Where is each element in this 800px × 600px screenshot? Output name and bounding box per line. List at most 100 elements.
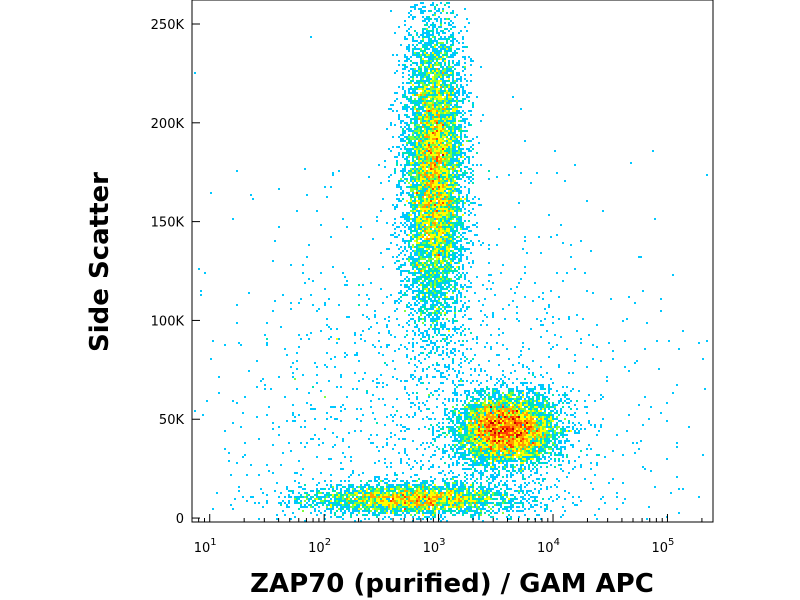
- data-point: [454, 184, 456, 186]
- data-point: [446, 226, 448, 228]
- data-point: [416, 240, 418, 242]
- data-point: [510, 426, 512, 428]
- data-point: [432, 172, 434, 174]
- data-point: [408, 286, 410, 288]
- data-point: [426, 334, 428, 336]
- data-point: [512, 434, 514, 436]
- data-point: [498, 402, 500, 404]
- data-point: [412, 114, 414, 116]
- data-point: [406, 160, 408, 162]
- data-point: [484, 430, 486, 432]
- data-point: [444, 366, 446, 368]
- data-point: [408, 242, 410, 244]
- data-point: [492, 448, 494, 450]
- data-point: [486, 412, 488, 414]
- data-point: [462, 144, 464, 146]
- data-point: [540, 442, 542, 444]
- data-point: [416, 64, 418, 66]
- data-point: [438, 90, 440, 92]
- data-point: [438, 224, 440, 226]
- data-point: [466, 410, 468, 412]
- data-point: [414, 132, 416, 134]
- data-point: [424, 250, 426, 252]
- data-point: [412, 80, 414, 82]
- data-point: [410, 206, 412, 208]
- data-point: [482, 398, 484, 400]
- data-point: [478, 458, 480, 460]
- data-point: [506, 434, 508, 436]
- data-point: [438, 80, 440, 82]
- data-point: [410, 308, 412, 310]
- data-point: [448, 254, 450, 256]
- data-point: [440, 170, 442, 172]
- data-point: [402, 132, 404, 134]
- data-point: [412, 342, 414, 344]
- data-point: [454, 316, 456, 318]
- data-point: [410, 68, 412, 70]
- data-point: [444, 108, 446, 110]
- data-point: [406, 56, 408, 58]
- data-point: [460, 300, 462, 302]
- data-point: [492, 424, 494, 426]
- data-point: [464, 444, 466, 446]
- data-point: [438, 270, 440, 272]
- data-point: [450, 218, 452, 220]
- data-point: [430, 82, 432, 84]
- data-point: [466, 238, 468, 240]
- data-point: [450, 24, 452, 26]
- data-point: [452, 216, 454, 218]
- data-point: [466, 272, 468, 274]
- data-point: [422, 146, 424, 148]
- data-point: [436, 282, 438, 284]
- data-point: [440, 184, 442, 186]
- data-point: [406, 280, 408, 282]
- data-point: [468, 424, 470, 426]
- data-point: [458, 166, 460, 168]
- data-point: [436, 126, 438, 128]
- data-point: [444, 134, 446, 136]
- data-point: [424, 98, 426, 100]
- data-point: [422, 78, 424, 80]
- data-point: [446, 18, 448, 20]
- data-point: [464, 62, 466, 64]
- data-point: [550, 486, 552, 488]
- data-point: [446, 168, 448, 170]
- data-point: [426, 228, 428, 230]
- data-point: [440, 218, 442, 220]
- data-point: [462, 70, 464, 72]
- data-point: [446, 276, 448, 278]
- data-point: [412, 258, 414, 260]
- data-point: [416, 196, 418, 198]
- data-point: [486, 386, 488, 388]
- data-point: [430, 160, 432, 162]
- data-point: [422, 170, 424, 172]
- data-point: [458, 208, 460, 210]
- data-point: [428, 196, 430, 198]
- data-point: [422, 100, 424, 102]
- data-point: [428, 298, 430, 300]
- data-point: [452, 140, 454, 142]
- data-point: [438, 278, 440, 280]
- data-point: [472, 60, 474, 62]
- data-point: [448, 76, 450, 78]
- data-point: [504, 438, 506, 440]
- data-point: [432, 290, 434, 292]
- data-point: [474, 234, 476, 236]
- data-point: [406, 46, 408, 48]
- data-point: [452, 228, 454, 230]
- data-point: [484, 446, 486, 448]
- data-point: [454, 302, 456, 304]
- data-point: [446, 270, 448, 272]
- data-point: [462, 204, 464, 206]
- data-point: [436, 314, 438, 316]
- data-point: [422, 226, 424, 228]
- data-point: [428, 94, 430, 96]
- data-point: [506, 452, 508, 454]
- data-point: [464, 426, 466, 428]
- data-point: [470, 286, 472, 288]
- data-point: [414, 218, 416, 220]
- data-point: [524, 398, 526, 400]
- data-point: [414, 240, 416, 242]
- data-point: [502, 400, 504, 402]
- data-point: [424, 68, 426, 70]
